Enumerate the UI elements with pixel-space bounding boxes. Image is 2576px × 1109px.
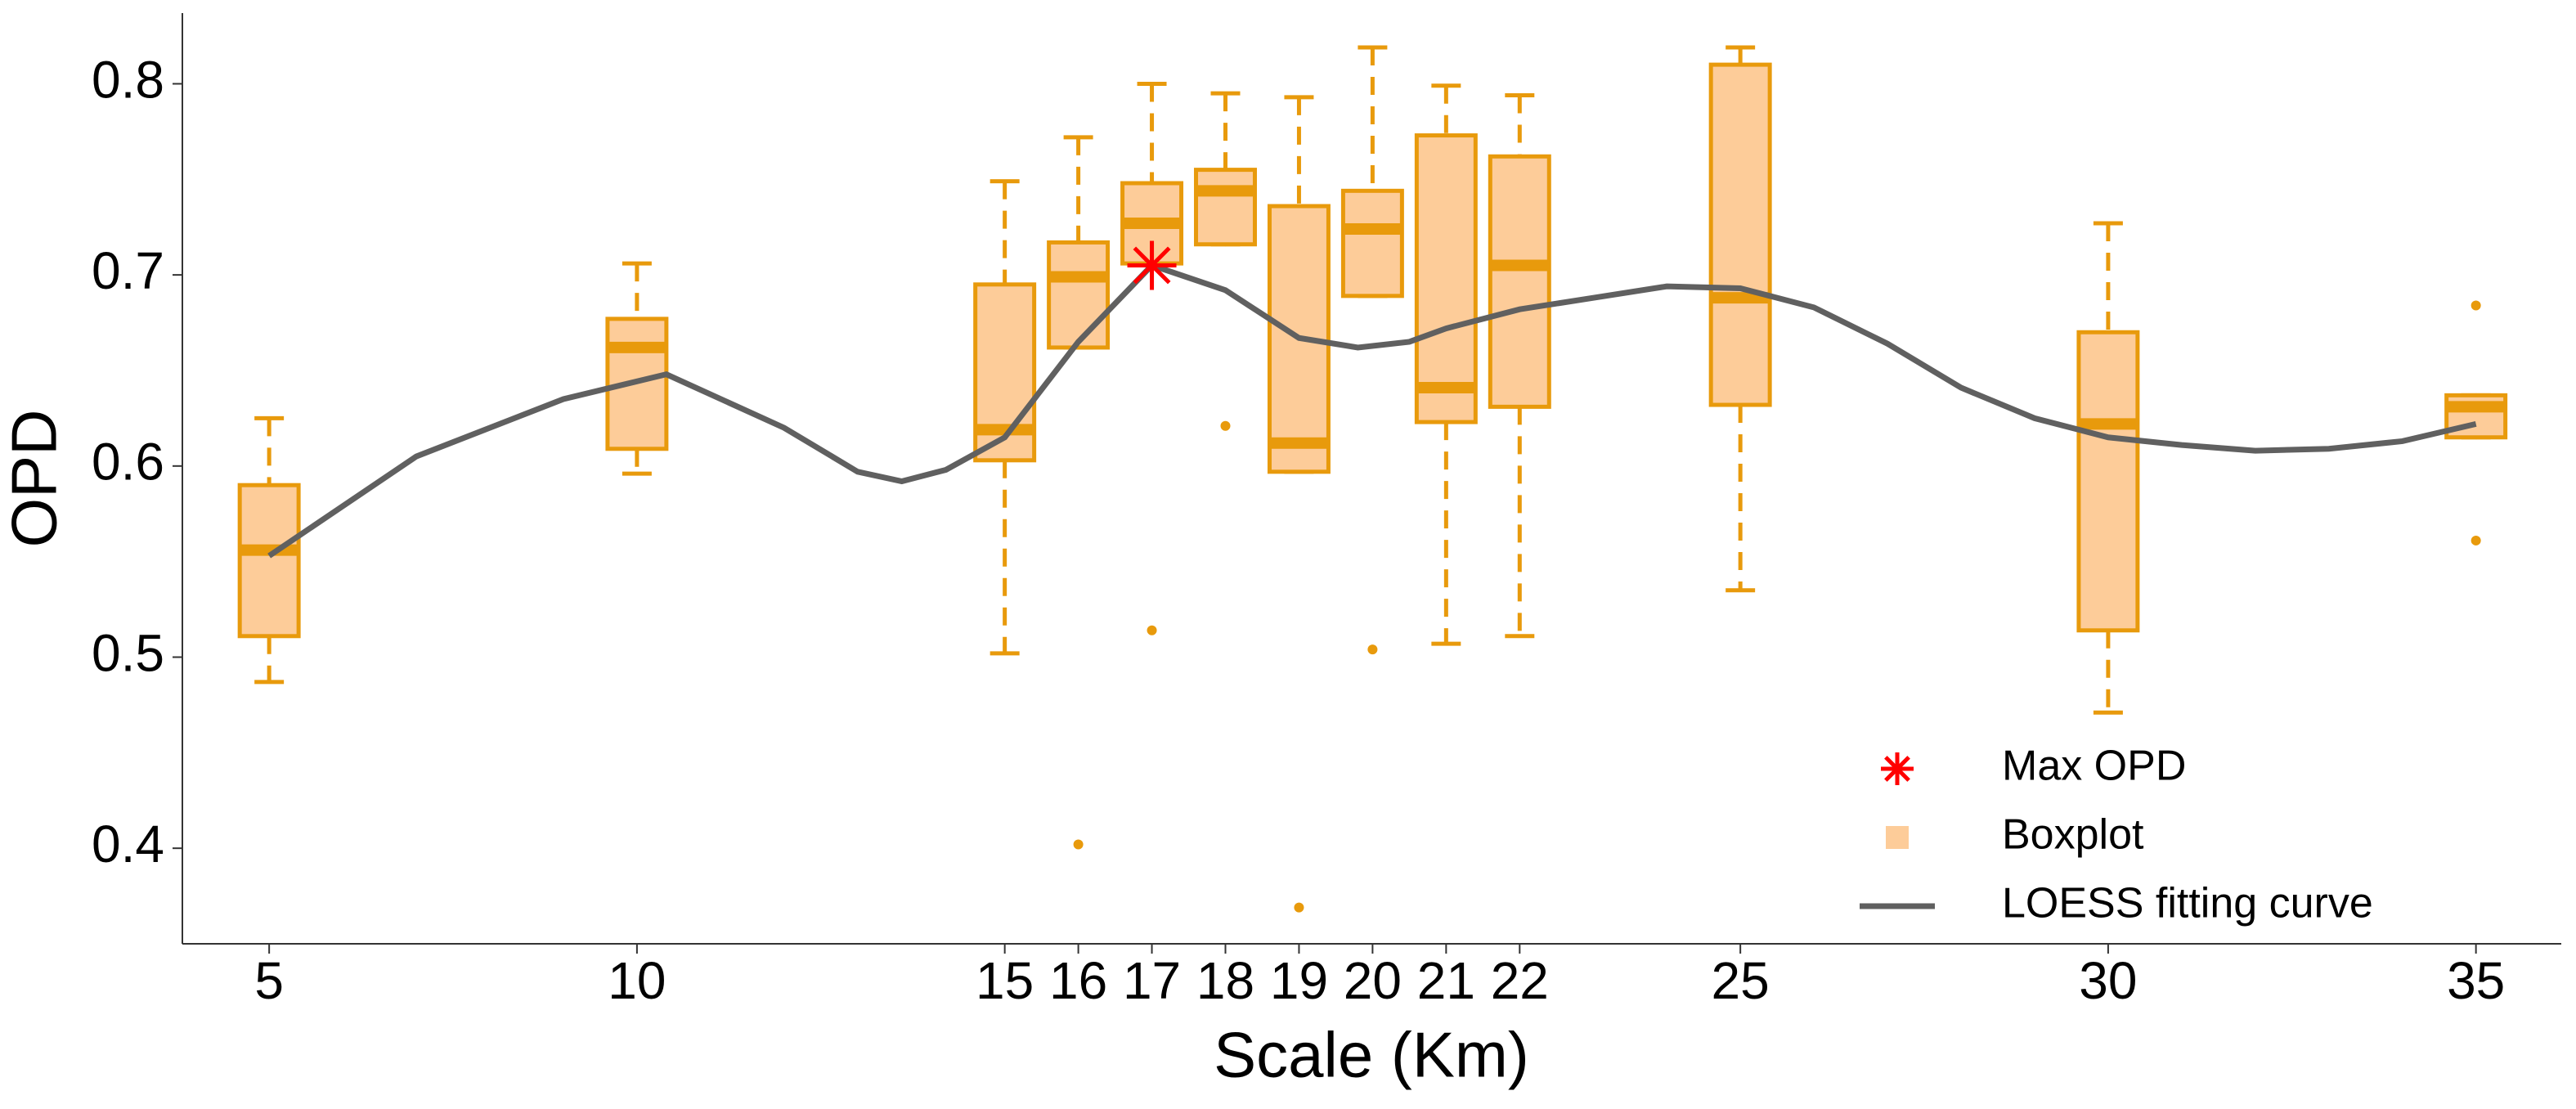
y-tick-label: 0.8: [92, 50, 164, 109]
max-opd-marker: [1127, 240, 1177, 290]
x-tick-label: 35: [2447, 951, 2505, 1010]
x-tick-label: 5: [254, 951, 284, 1010]
x-tick-label: 19: [1270, 951, 1328, 1010]
box: [1340, 188, 1404, 299]
x-tick-label: 22: [1491, 951, 1549, 1010]
x-tick-label: 17: [1123, 951, 1181, 1010]
loess-curve: [267, 262, 2477, 559]
box: [237, 483, 301, 639]
y-tick-label: 0.4: [92, 815, 164, 873]
legend-label: Max OPD: [2002, 743, 2186, 790]
legend-box: [1886, 826, 1909, 849]
x-tick-label: 10: [608, 951, 666, 1010]
box: [1414, 133, 1478, 424]
box: [1194, 168, 1257, 247]
outlier: [1220, 420, 1231, 431]
legend-label: LOESS fitting curve: [2002, 880, 2373, 927]
outlier: [1147, 625, 1157, 635]
y-tick-label: 0.5: [92, 623, 164, 682]
outlier: [2471, 535, 2481, 546]
outlier: [1073, 839, 1084, 850]
x-axis-title: Scale (Km): [1214, 1019, 1529, 1091]
outlier: [1367, 644, 1378, 655]
x-tick-label: 18: [1196, 951, 1254, 1010]
outlier: [2471, 300, 2481, 311]
box: [1488, 154, 1551, 409]
box: [1708, 62, 1772, 407]
y-tick-label: 0.6: [92, 433, 164, 492]
x-tick-label: 20: [1344, 951, 1402, 1010]
outlier: [1294, 902, 1304, 913]
y-tick-label: 0.7: [92, 241, 164, 300]
legend-label: Boxplot: [2002, 811, 2144, 859]
x-tick-label: 25: [1712, 951, 1770, 1010]
x-tick-label: 30: [2079, 951, 2137, 1010]
y-axis-title: OPD: [0, 409, 70, 547]
x-tick-label: 21: [1417, 951, 1475, 1010]
legend-star: [1881, 752, 1914, 785]
x-tick-label: 15: [976, 951, 1034, 1010]
box: [2076, 330, 2140, 633]
box: [1047, 240, 1111, 350]
x-tick-label: 16: [1049, 951, 1107, 1010]
